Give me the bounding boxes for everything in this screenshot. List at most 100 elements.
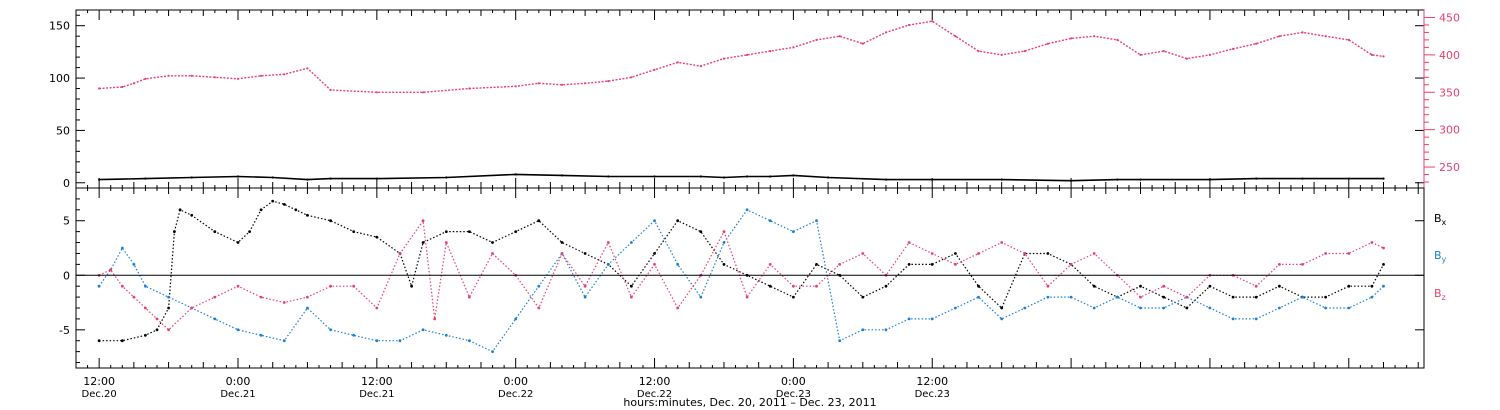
data-point-by [1092, 306, 1096, 310]
data-point-bz [468, 295, 471, 299]
data-point-ion-density [236, 175, 240, 178]
data-point-bz [306, 295, 309, 299]
data-point-bx [699, 230, 703, 234]
series-line-by [98, 209, 1384, 353]
data-point-ion-density [722, 176, 726, 179]
field-tick-label: 0 [63, 269, 70, 282]
time-tick-label: 12:00 [639, 375, 671, 388]
legend-bz: Bz [1434, 287, 1446, 302]
data-point-velocity [98, 87, 101, 90]
data-point-bz [491, 252, 494, 255]
data-point-by [259, 333, 263, 337]
density-tick-label: 50 [56, 124, 70, 137]
data-point-by [167, 295, 171, 299]
time-tick-label: 0:00 [503, 375, 528, 388]
data-point-velocity [306, 67, 309, 70]
data-point-bx [97, 339, 101, 343]
data-point-bx [375, 235, 379, 239]
data-point-bz [444, 241, 448, 244]
data-point-bz [1046, 284, 1050, 288]
data-point-bz [1278, 263, 1281, 266]
data-point-bx [768, 284, 772, 288]
data-point-velocity [1023, 50, 1026, 53]
data-point-velocity [560, 83, 564, 86]
density-tick-label: 150 [49, 20, 70, 33]
data-point-by [398, 339, 402, 343]
data-point-bz [792, 284, 795, 288]
data-point-bz [907, 241, 911, 244]
plasma-series-group [98, 20, 1385, 182]
data-point-velocity [977, 50, 980, 53]
data-point-by [1347, 306, 1351, 310]
data-point-ion-density [607, 175, 610, 178]
data-point-bz [329, 284, 332, 288]
data-point-bx [468, 230, 471, 234]
data-point-by [792, 230, 795, 234]
data-point-ion-density [445, 176, 448, 179]
data-point-velocity [746, 53, 749, 57]
data-point-velocity [861, 42, 864, 45]
data-point-ion-density [1139, 178, 1142, 181]
data-point-by [907, 317, 911, 321]
data-point-by [444, 333, 448, 337]
data-point-by [132, 263, 136, 266]
data-point-bz [352, 284, 356, 288]
data-point-bz [930, 252, 934, 255]
data-point-velocity [1185, 57, 1188, 60]
data-point-velocity [213, 76, 216, 79]
data-point-velocity [283, 73, 286, 76]
time-tick-label: 12:00 [83, 375, 115, 388]
data-point-by [583, 295, 587, 299]
data-point-bz [745, 295, 749, 299]
data-point-velocity [1382, 55, 1385, 58]
data-point-bx [173, 230, 176, 234]
data-point-bz [1000, 241, 1004, 244]
data-point-ion-density [1000, 178, 1003, 181]
data-point-ion-density [884, 178, 888, 181]
data-point-bz [861, 252, 865, 255]
data-point-bz [537, 306, 541, 310]
data-point-by [653, 219, 656, 223]
data-point-by [1231, 317, 1235, 321]
data-point-bz [838, 263, 842, 266]
data-point-bx [1324, 295, 1327, 299]
velocity-tick-label: 300 [1439, 124, 1460, 137]
data-point-bz [1139, 295, 1142, 299]
data-point-by [375, 339, 379, 343]
data-point-bx [1092, 284, 1096, 288]
data-point-velocity [1093, 35, 1096, 38]
time-axis: 12:00Dec.200:00Dec.2112:00Dec.210:00Dec.… [75, 10, 1419, 400]
data-point-velocity [1232, 47, 1235, 51]
data-point-bx [236, 241, 240, 244]
data-point-by [1162, 306, 1166, 310]
data-point-by [329, 328, 332, 332]
data-point-by [282, 339, 286, 343]
data-point-by [1254, 317, 1258, 321]
data-point-by [676, 263, 680, 266]
data-point-bz [1092, 252, 1096, 255]
data-point-bx [1254, 295, 1258, 299]
field-tick-label: 5 [63, 215, 70, 228]
data-point-ion-density [827, 176, 830, 179]
data-point-by [606, 263, 610, 266]
data-point-ion-density [769, 175, 772, 178]
data-point-velocity [653, 68, 656, 71]
data-point-bx [213, 230, 217, 234]
data-point-by [1046, 295, 1050, 299]
data-point-bx [329, 219, 332, 223]
data-point-velocity [954, 35, 957, 38]
data-point-bz [560, 252, 564, 255]
data-point-ion-density [1116, 178, 1119, 181]
data-point-bz [120, 284, 124, 288]
data-point-velocity [1139, 53, 1142, 57]
data-point-velocity [607, 80, 610, 83]
data-point-ion-density [329, 177, 332, 180]
data-point-bz [1254, 284, 1258, 288]
data-point-bz [1023, 252, 1027, 255]
data-point-velocity [584, 82, 587, 85]
data-point-bx [630, 284, 633, 288]
data-point-velocity [815, 38, 818, 42]
data-point-by [514, 317, 518, 321]
series-line-ion-density [99, 173, 1384, 182]
data-point-bx [1347, 284, 1351, 288]
